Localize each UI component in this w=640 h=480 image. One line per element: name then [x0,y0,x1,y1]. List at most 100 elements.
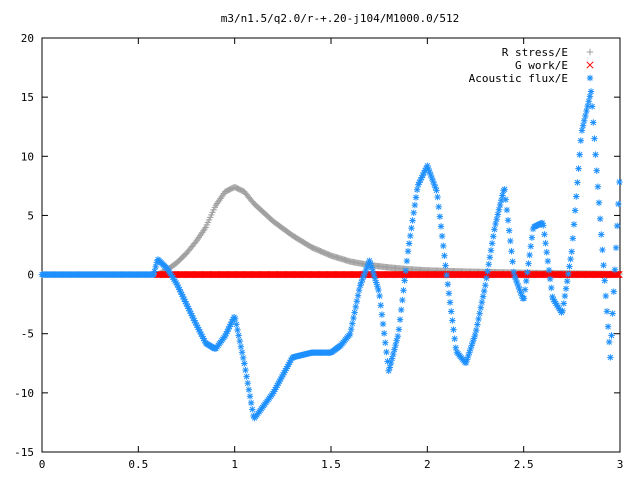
data-point [486,254,494,261]
data-point [521,286,529,293]
x-tick-label: 1 [231,458,238,471]
data-point [441,252,448,259]
data-point [615,200,622,208]
data-point [523,277,530,285]
data-point [603,308,611,315]
data-point [525,260,532,267]
data-point [598,231,605,238]
data-point [236,337,243,345]
series-points [38,88,623,422]
data-point [491,226,498,233]
data-point [241,360,248,367]
data-point [587,88,595,95]
data-point [477,304,484,311]
data-point [590,119,597,126]
data-point [436,213,444,220]
data-point [541,231,548,238]
data-point [588,103,596,110]
data-point [409,217,416,224]
data-point [561,292,569,300]
data-point [246,393,254,400]
data-point [394,333,401,340]
data-point [353,298,361,305]
data-point [607,354,614,361]
data-point [581,117,588,124]
data-point [446,299,454,306]
data-point [488,240,496,247]
data-point [437,223,445,230]
data-point [434,193,441,201]
data-point [545,266,553,274]
data-point [475,315,482,323]
data-point [574,179,581,186]
data-point [347,325,355,333]
data-point [611,266,619,273]
data-point [567,255,574,263]
x-tick-label: 2 [424,458,431,471]
y-tick-label: 15 [21,91,34,104]
data-point [448,308,455,315]
data-point [243,373,250,380]
data-point [451,335,458,342]
data-point [234,326,241,334]
data-point [375,286,382,294]
chart-title: m3/n1.5/q2.0/r-+.20-j104/M1000.0/512 [221,12,459,25]
data-point [544,257,552,265]
legend-label: G work/E [515,59,568,72]
data-point [180,295,188,303]
data-point [578,127,586,134]
data-point [440,242,447,250]
y-tick-label: 0 [27,269,34,282]
data-point [235,332,242,339]
data-point [355,286,363,294]
data-point [595,199,603,206]
data-point [395,326,403,333]
data-point [242,366,249,374]
data-point [616,178,623,186]
data-point [433,187,440,194]
data-point [233,321,240,328]
data-point [583,107,590,115]
x-tick-label: 0 [39,458,46,471]
data-point [592,151,599,158]
x-tick-label: 3 [617,458,624,471]
data-point [608,332,615,339]
data-point [410,209,417,216]
data-point [377,302,384,309]
data-point [594,183,602,190]
data-point [585,98,592,105]
data-point [387,359,395,367]
data-point [357,282,364,289]
data-point [560,300,567,307]
data-point [443,271,450,279]
data-point [510,268,517,276]
y-tick-label: 5 [27,209,34,222]
data-point [543,249,550,256]
data-point [232,315,239,323]
data-point [244,379,251,387]
data-point [401,277,408,284]
data-point [613,222,621,230]
x-tick-label: 2.5 [514,458,534,471]
data-point [600,262,607,269]
data-point [402,267,409,274]
data-point [528,234,536,241]
data-point [478,299,486,306]
data-point [393,337,400,344]
data-point [380,330,388,337]
data-point [151,268,158,275]
data-point [604,323,612,330]
data-point [584,102,591,110]
data-point [485,261,492,268]
data-point [376,292,383,300]
data-point [482,282,489,289]
x-tick-label: 0.5 [128,458,148,471]
data-point [504,217,512,224]
data-point [379,320,387,328]
data-point [452,344,459,351]
data-point [476,310,483,317]
data-point [247,399,255,407]
data-point [508,248,515,255]
data-point [442,262,449,269]
